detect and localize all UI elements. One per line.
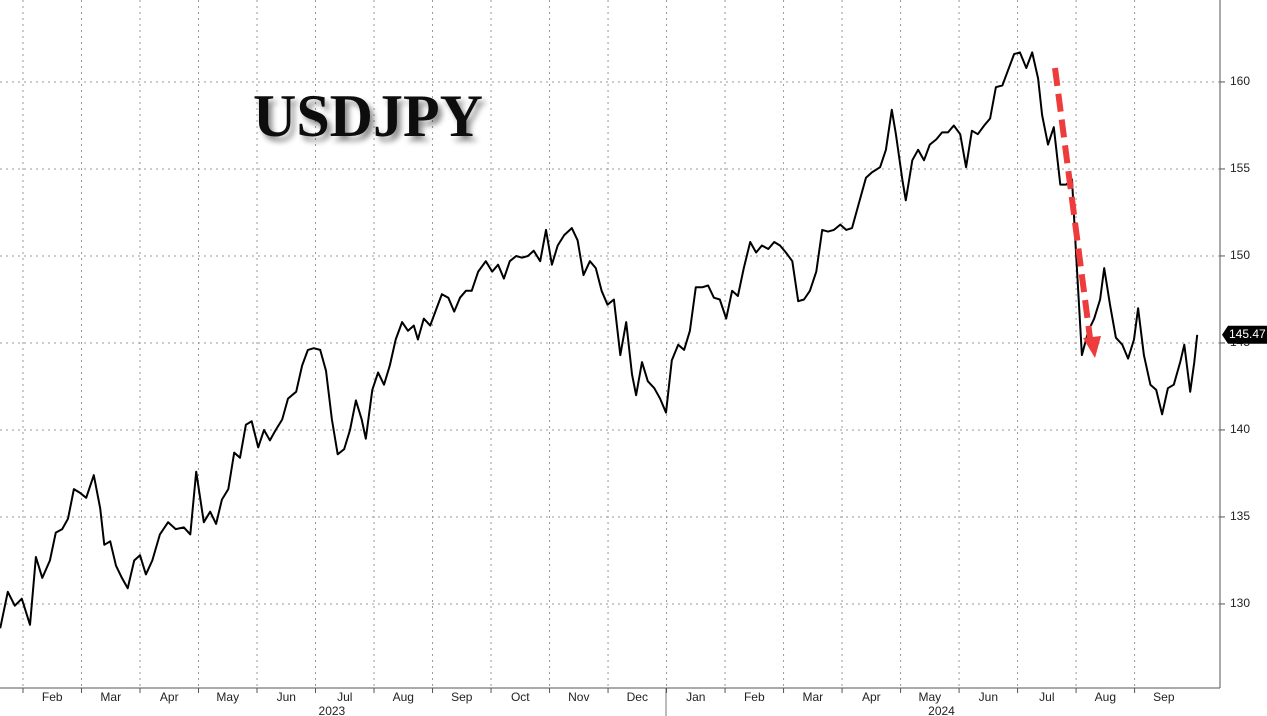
x-tick-label: Dec bbox=[627, 690, 648, 704]
x-tick-label: May bbox=[216, 690, 239, 704]
last-value-box bbox=[1222, 325, 1267, 344]
x-tick-label: Aug bbox=[393, 690, 414, 704]
x-tick-label: Apr bbox=[160, 690, 179, 704]
y-tick-label: 150 bbox=[1230, 248, 1250, 262]
line bbox=[0, 51, 1199, 629]
x-tick-label: Nov bbox=[568, 690, 589, 704]
plot bbox=[0, 51, 1199, 629]
x-tick-label: Feb bbox=[42, 690, 63, 704]
x-tick-label: May bbox=[918, 690, 941, 704]
y-tick-label: 130 bbox=[1230, 596, 1250, 610]
chart-title: USDJPY bbox=[253, 83, 483, 149]
x-tick-label: Feb bbox=[744, 690, 765, 704]
x-tick-label: Jan bbox=[686, 690, 705, 704]
x-tick-label: Mar bbox=[100, 690, 121, 704]
grid bbox=[0, 0, 1220, 688]
arrow-shaft bbox=[1052, 67, 1093, 339]
x-tick-label: Aug bbox=[1095, 690, 1116, 704]
x-tick-label: Apr bbox=[862, 690, 881, 704]
year-label: 2024 bbox=[928, 704, 955, 716]
x-tick-label: Mar bbox=[802, 690, 823, 704]
x-tick-label: Jun bbox=[979, 690, 998, 704]
y-tick-label: 135 bbox=[1230, 509, 1250, 523]
last-value-label: 145.47 bbox=[1229, 327, 1266, 341]
year-label: 2023 bbox=[319, 704, 346, 716]
y-tick-label: 155 bbox=[1230, 161, 1250, 175]
x-tick-label: Sep bbox=[1153, 690, 1175, 704]
y-tick-label: 160 bbox=[1230, 74, 1250, 88]
x-tick-label: Jun bbox=[277, 690, 296, 704]
arrow-head bbox=[1083, 336, 1101, 358]
arrow bbox=[1052, 67, 1101, 358]
x-tick-label: Jul bbox=[337, 690, 352, 704]
x-tick-label: Oct bbox=[511, 690, 530, 704]
y-tick-label: 140 bbox=[1230, 422, 1250, 436]
x-tick-label: Jul bbox=[1039, 690, 1054, 704]
x-tick-label: Sep bbox=[451, 690, 473, 704]
